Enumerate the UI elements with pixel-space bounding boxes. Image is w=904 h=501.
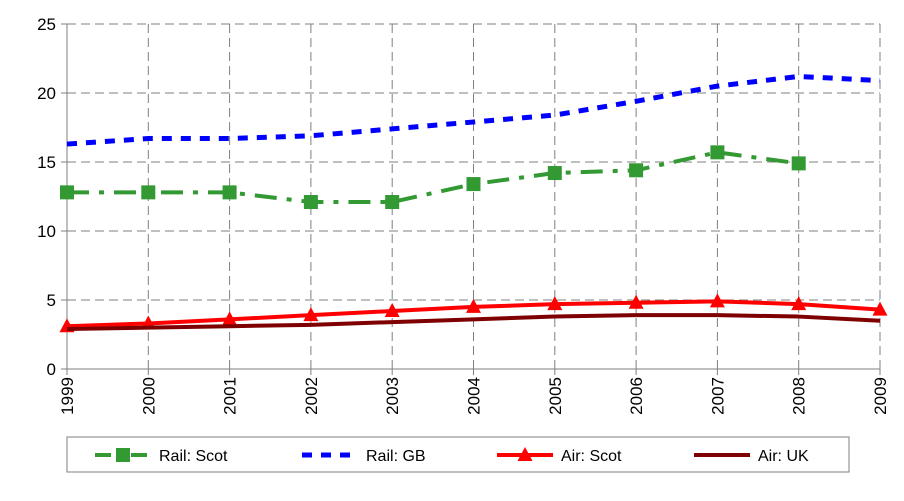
series-line-0 <box>67 150 799 205</box>
legend-label-1: Rail: GB <box>366 448 426 465</box>
data-point <box>385 195 400 210</box>
series-2 <box>59 293 888 333</box>
x-tick-label-2002: 2002 <box>302 377 321 415</box>
data-point <box>222 311 238 326</box>
data-point <box>872 301 888 316</box>
data-point <box>547 166 562 181</box>
data-point <box>791 296 807 311</box>
y-tick-label-4: 20 <box>37 84 56 103</box>
x-tick-label-2009: 2009 <box>871 377 890 415</box>
x-tick-label-2001: 2001 <box>221 377 240 415</box>
data-point <box>222 185 237 200</box>
x-tick-label-2005: 2005 <box>546 377 565 415</box>
legend-label-0: Rail: Scot <box>159 448 228 465</box>
data-point <box>791 156 806 171</box>
x-tick-label-2004: 2004 <box>465 377 484 415</box>
data-point <box>628 294 644 309</box>
data-point <box>466 177 481 192</box>
data-point <box>303 307 319 322</box>
x-tick-label-2003: 2003 <box>383 377 402 415</box>
x-tick-label-2006: 2006 <box>627 377 646 415</box>
legend-marker-2 <box>517 447 533 461</box>
data-point <box>141 185 156 200</box>
legend-marker-0 <box>116 448 130 462</box>
data-point <box>303 195 318 210</box>
data-point <box>629 163 644 178</box>
y-tick-label-5: 25 <box>37 15 56 34</box>
series-line-3 <box>66 313 881 331</box>
x-tick-label-1999: 1999 <box>58 377 77 415</box>
chart-axes <box>61 23 881 375</box>
x-axis-tick-labels: 1999 2000 2001 2002 2003 2004 2005 2006 2007 2008… <box>58 377 890 415</box>
series-3 <box>66 313 881 331</box>
data-point <box>709 293 725 308</box>
data-point <box>60 185 74 200</box>
x-tick-label-2008: 2008 <box>790 377 809 415</box>
series-0 <box>60 145 806 210</box>
legend-label-3: Air: UK <box>758 448 809 465</box>
data-point <box>466 298 481 313</box>
data-point <box>547 296 563 311</box>
series-line-1 <box>66 73 881 147</box>
x-tick-label-2007: 2007 <box>708 377 727 415</box>
y-tick-label-0: 0 <box>47 360 56 379</box>
data-point <box>384 303 400 318</box>
chart-legend: Rail: Scot Rail: GB Air: Scot Air: UK <box>66 436 850 473</box>
y-tick-label-3: 15 <box>37 153 56 172</box>
x-tick-label-2000: 2000 <box>139 377 158 415</box>
series-1 <box>66 73 881 147</box>
y-tick-label-1: 5 <box>47 291 56 310</box>
legend-label-2: Air: Scot <box>561 448 622 465</box>
data-point <box>710 145 725 160</box>
y-axis-tick-labels: 0 5 10 15 20 25 <box>37 15 56 379</box>
y-tick-label-2: 10 <box>37 222 56 241</box>
chart-series <box>59 73 888 333</box>
